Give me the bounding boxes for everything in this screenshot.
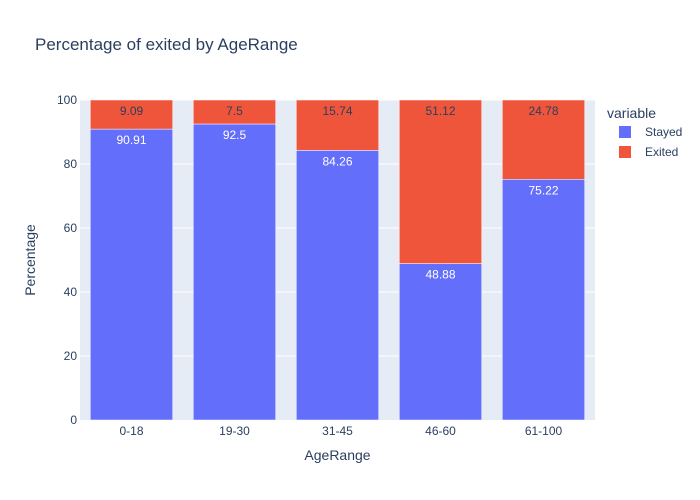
- bar-exited-46-60: [399, 99, 482, 264]
- legend-swatch-exited: [619, 146, 631, 158]
- y-tick-label: 80: [64, 157, 78, 171]
- bar-label-exited-46-60: 51.12: [425, 104, 455, 118]
- bar-stayed-61-100: [502, 179, 585, 421]
- x-tick-label: 61-100: [525, 424, 563, 438]
- y-tick-label: 60: [64, 221, 78, 235]
- bar-exited-61-100: [502, 99, 585, 180]
- axis-ticks: 0 20 40 60 80 100 0-18 19-30 31-45 46-60 61-100: [57, 93, 563, 438]
- x-tick-label: 46-60: [425, 424, 456, 438]
- bar-stayed-46-60: [399, 263, 482, 421]
- legend: variable Stayed Exited: [607, 105, 682, 159]
- bar-label-stayed-0-18: 90.91: [116, 133, 146, 147]
- y-tick-label: 20: [64, 349, 78, 363]
- bar-exited-0-18: [90, 99, 173, 130]
- bar-label-exited-19-30: 7.5: [226, 104, 243, 118]
- bar-label-exited-61-100: 24.78: [528, 104, 558, 118]
- bars: 90.91 9.09 92.5 7.5 84.26 15.74 48.88 51.12 75.2…: [90, 99, 585, 421]
- bar-label-stayed-46-60: 48.88: [425, 268, 455, 282]
- bar-label-exited-31-45: 15.74: [322, 104, 352, 118]
- x-tick-label: 31-45: [322, 424, 353, 438]
- bar-stayed-0-18: [90, 128, 173, 421]
- bar-exited-19-30: [193, 99, 276, 125]
- bar-label-exited-0-18: 9.09: [120, 104, 144, 118]
- x-tick-label: 0-18: [119, 424, 143, 438]
- legend-label-stayed: Stayed: [645, 125, 682, 139]
- x-tick-label: 19-30: [219, 424, 250, 438]
- x-axis-title: AgeRange: [304, 447, 370, 463]
- chart-title: Percentage of exited by AgeRange: [35, 35, 298, 54]
- y-tick-label: 40: [64, 285, 78, 299]
- legend-label-exited: Exited: [645, 145, 678, 159]
- bar-label-stayed-61-100: 75.22: [528, 183, 558, 197]
- bar-label-stayed-19-30: 92.5: [223, 128, 247, 142]
- bar-stayed-19-30: [193, 123, 276, 421]
- y-axis-title: Percentage: [22, 224, 38, 296]
- legend-title: variable: [607, 105, 656, 121]
- bar-stayed-31-45: [296, 150, 379, 421]
- y-tick-label: 0: [70, 413, 77, 427]
- bar-label-stayed-31-45: 84.26: [322, 154, 352, 168]
- bar-exited-31-45: [296, 99, 379, 151]
- y-tick-label: 100: [57, 93, 77, 107]
- legend-swatch-stayed: [619, 126, 631, 138]
